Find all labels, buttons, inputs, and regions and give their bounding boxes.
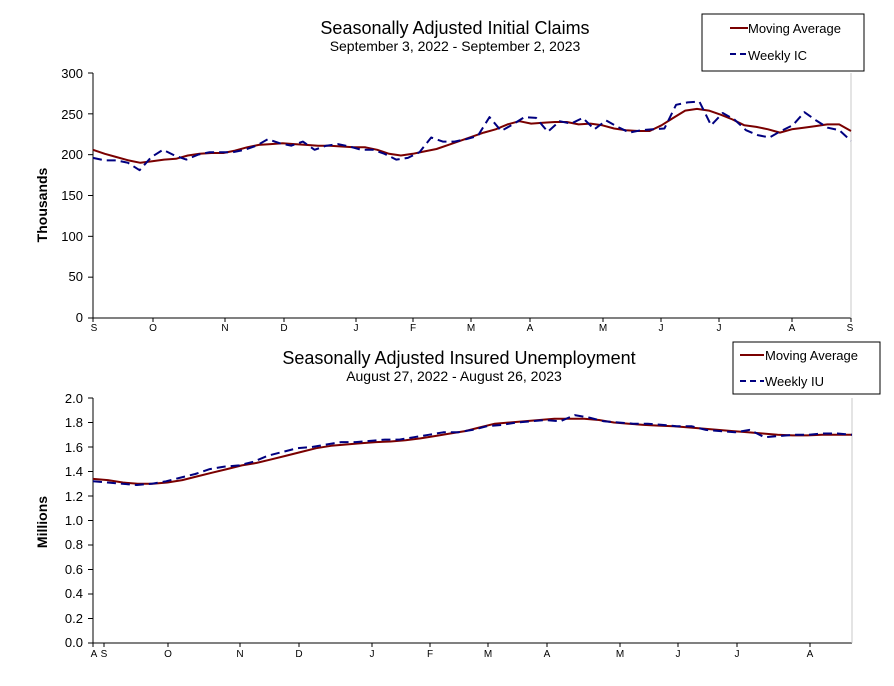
chart2-y-tick: 2.0 — [65, 391, 83, 406]
chart2-y-tick: 0.8 — [65, 537, 83, 552]
chart1-x-tick: F — [410, 323, 416, 334]
chart2-x-tick: D — [295, 649, 302, 660]
chart1-y-tick: 200 — [61, 147, 83, 162]
chart1-legend: Moving Average Weekly IC — [701, 13, 865, 72]
chart1-y-ticks: 0 50 100 150 200 250 300 — [61, 66, 83, 325]
chart2-y-tick: 0.4 — [65, 586, 83, 601]
chart2-legend: Moving Average Weekly IU — [732, 341, 881, 395]
chart2-y-axis-label: Millions — [34, 496, 50, 548]
chart1-x-tick: J — [354, 323, 359, 334]
chart1-y-axis-label: Thousands — [34, 167, 50, 242]
chart2-y-tick: 1.8 — [65, 415, 83, 430]
chart1-x-tick: S — [91, 323, 98, 334]
initial-claims-chart: Seasonally Adjusted Initial Claims Septe… — [34, 13, 865, 334]
chart2-legend-label-moving-average: Moving Average — [765, 348, 858, 363]
chart2-y-tick: 0.6 — [65, 562, 83, 577]
chart2-x-tick: M — [616, 649, 624, 660]
chart2-y-tick: 0.0 — [65, 635, 83, 650]
chart2-x-tick: A — [807, 649, 814, 660]
chart1-x-tick: J — [717, 323, 722, 334]
chart2-x-tick: J — [735, 649, 740, 660]
chart2-axes — [88, 397, 853, 647]
chart2-x-tick: A — [544, 649, 551, 660]
chart1-title: Seasonally Adjusted Initial Claims — [320, 18, 589, 38]
chart2-x-tick: S — [101, 649, 108, 660]
chart2-moving-average-line — [92, 417, 852, 485]
chart1-x-tick: M — [599, 323, 607, 334]
chart1-axes — [88, 72, 852, 322]
chart2-weekly-line — [92, 414, 853, 486]
chart2-y-tick: 1.4 — [65, 464, 83, 479]
chart1-subtitle: September 3, 2022 - September 2, 2023 — [330, 38, 581, 54]
chart2-y-tick: 0.2 — [65, 611, 83, 626]
chart1-legend-label-moving-average: Moving Average — [748, 21, 841, 36]
chart1-y-tick: 0 — [76, 310, 83, 325]
chart2-x-tick: J — [370, 649, 375, 660]
chart1-y-tick: 250 — [61, 107, 83, 122]
chart2-x-tick: N — [236, 649, 243, 660]
chart1-moving-average-line — [92, 107, 852, 164]
chart2-subtitle: August 27, 2022 - August 26, 2023 — [346, 368, 562, 384]
chart2-x-tick: M — [484, 649, 492, 660]
chart1-x-tick: A — [527, 323, 534, 334]
chart1-x-tick: S — [847, 323, 854, 334]
chart1-weekly-line — [92, 100, 852, 172]
chart1-x-tick: O — [149, 323, 157, 334]
chart1-y-tick: 300 — [61, 66, 83, 81]
chart1-legend-box — [701, 13, 865, 72]
chart2-y-tick: 1.2 — [65, 489, 83, 504]
chart1-y-tick: 50 — [69, 269, 83, 284]
chart1-y-tick: 100 — [61, 229, 83, 244]
chart2-y-ticks: 0.0 0.2 0.4 0.6 0.8 1.0 1.2 1.4 1.6 1.8 … — [65, 391, 83, 650]
chart2-legend-label-weekly: Weekly IU — [765, 374, 824, 389]
chart2-y-tick: 1.6 — [65, 440, 83, 455]
chart2-x-tick: O — [164, 649, 172, 660]
chart2-x-tick: F — [427, 649, 433, 660]
chart2-x-ticks: A S O N D J F M A M J J A — [91, 649, 814, 660]
chart1-legend-label-weekly: Weekly IC — [748, 48, 807, 63]
chart2-title: Seasonally Adjusted Insured Unemployment — [282, 348, 635, 368]
chart1-lines — [92, 100, 852, 172]
chart2-x-tick: A — [91, 649, 98, 660]
chart1-x-ticks: S O N D J F M A M J J A S — [91, 323, 854, 334]
chart1-x-tick: J — [659, 323, 664, 334]
chart1-x-tick: D — [280, 323, 287, 334]
chart2-legend-box — [732, 341, 881, 395]
chart2-lines — [92, 414, 853, 486]
chart1-x-tick: N — [221, 323, 228, 334]
chart1-x-tick: A — [789, 323, 796, 334]
chart1-x-tick: M — [467, 323, 475, 334]
chart2-x-tick: J — [676, 649, 681, 660]
chart1-y-tick: 150 — [61, 188, 83, 203]
insured-unemployment-chart: Seasonally Adjusted Insured Unemployment… — [34, 341, 881, 660]
chart2-y-tick: 1.0 — [65, 513, 83, 528]
